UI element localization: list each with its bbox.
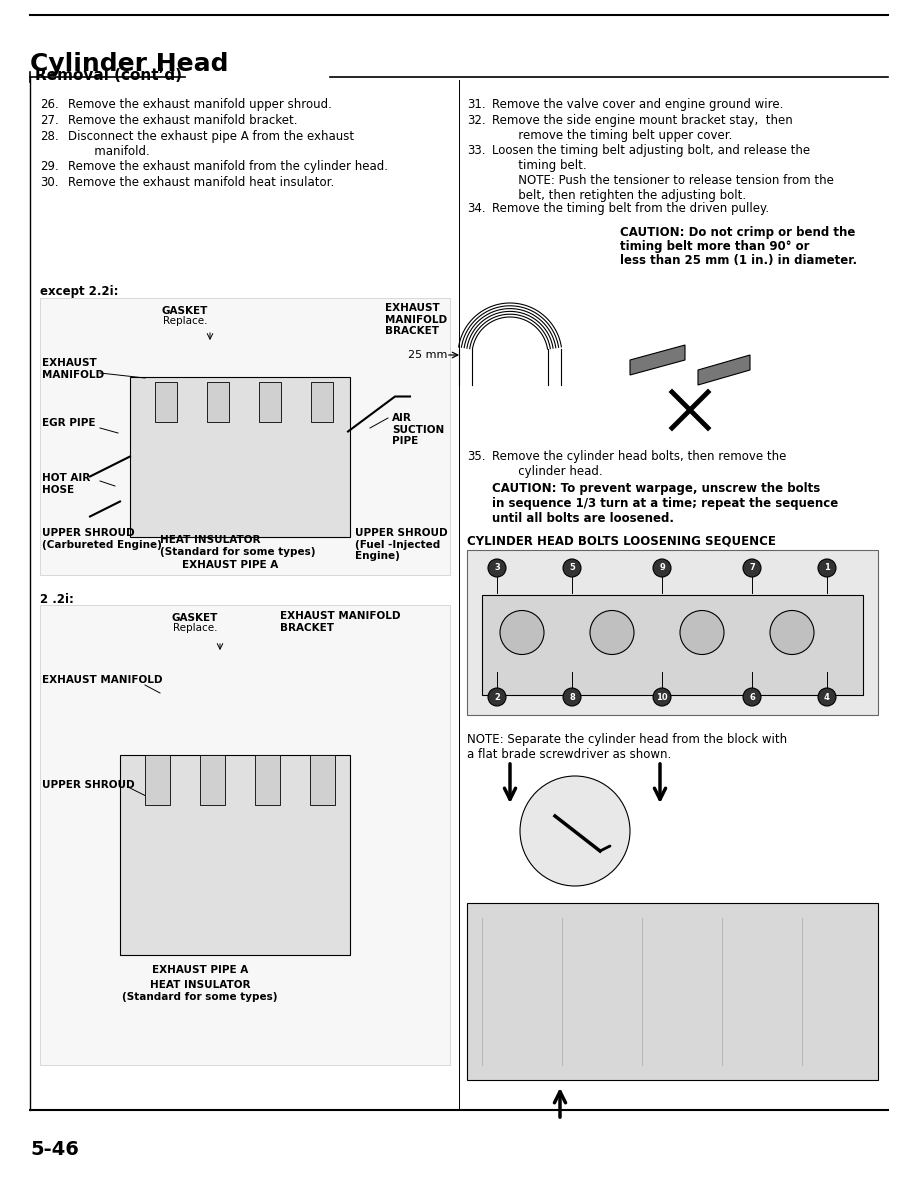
Bar [467, 903, 878, 1080]
Circle shape [488, 560, 506, 577]
Text: 8: 8 [569, 693, 575, 701]
Text: EXHAUST MANIFOLD: EXHAUST MANIFOLD [42, 675, 162, 685]
Text: Replace.: Replace. [173, 623, 218, 633]
Text: 26.: 26. [40, 97, 59, 110]
Circle shape [500, 611, 544, 655]
Text: 33.: 33. [467, 144, 486, 157]
Text: 31.: 31. [467, 97, 486, 110]
Text: except 2.2i:: except 2.2i: [40, 285, 118, 298]
Bar [40, 605, 450, 1064]
Text: GASKET: GASKET [172, 613, 218, 623]
Text: Removal (cont’d): Removal (cont’d) [35, 68, 182, 83]
Circle shape [743, 688, 761, 706]
Text: Remove the cylinder head bolts, then remove the
       cylinder head.: Remove the cylinder head bolts, then rem… [492, 450, 787, 478]
Polygon shape [630, 345, 685, 375]
Text: 10: 10 [656, 693, 667, 701]
Bar [310, 756, 335, 805]
Text: 1: 1 [824, 563, 830, 573]
Text: UPPER SHROUD
(Fuel -Injected
Engine): UPPER SHROUD (Fuel -Injected Engine) [355, 527, 448, 561]
Circle shape [743, 560, 761, 577]
Text: Remove the valve cover and engine ground wire.: Remove the valve cover and engine ground… [492, 97, 783, 110]
Text: 29.: 29. [40, 160, 59, 173]
Circle shape [563, 560, 581, 577]
Text: Cylinder Head: Cylinder Head [30, 52, 229, 76]
Text: 25 mm: 25 mm [408, 350, 447, 360]
Text: CAUTION: Do not crimp or bend the: CAUTION: Do not crimp or bend the [620, 226, 856, 239]
Bar [311, 381, 333, 422]
Text: Remove the exhaust manifold bracket.: Remove the exhaust manifold bracket. [68, 114, 297, 127]
Text: EXHAUST MANIFOLD
BRACKET: EXHAUST MANIFOLD BRACKET [280, 611, 400, 632]
Text: Remove the exhaust manifold upper shroud.: Remove the exhaust manifold upper shroud… [68, 97, 332, 110]
Circle shape [680, 611, 724, 655]
Text: Remove the exhaust manifold heat insulator.: Remove the exhaust manifold heat insulat… [68, 176, 334, 189]
Polygon shape [698, 355, 750, 385]
Bar [259, 381, 281, 422]
Text: CYLINDER HEAD BOLTS LOOSENING SEQUENCE: CYLINDER HEAD BOLTS LOOSENING SEQUENCE [467, 533, 776, 546]
Text: AIR
SUCTION
PIPE: AIR SUCTION PIPE [392, 413, 444, 447]
Text: 5: 5 [569, 563, 575, 573]
Bar [145, 756, 170, 805]
Text: CAUTION: To prevent warpage, unscrew the bolts
in sequence 1/3 turn at a time; r: CAUTION: To prevent warpage, unscrew the… [492, 482, 838, 525]
Text: UPPER SHROUD
(Carbureted Engine): UPPER SHROUD (Carbureted Engine) [42, 527, 162, 550]
Bar [482, 595, 863, 695]
Text: Disconnect the exhaust pipe A from the exhaust
       manifold.: Disconnect the exhaust pipe A from the e… [68, 129, 354, 158]
Circle shape [818, 560, 836, 577]
Circle shape [770, 611, 814, 655]
Text: EXHAUST PIPE A: EXHAUST PIPE A [182, 560, 278, 570]
Circle shape [520, 776, 630, 886]
Bar [467, 550, 878, 715]
Text: UPPER SHROUD: UPPER SHROUD [42, 781, 135, 790]
Circle shape [818, 688, 836, 706]
Text: 32.: 32. [467, 114, 486, 127]
Text: EXHAUST
MANIFOLD
BRACKET: EXHAUST MANIFOLD BRACKET [385, 303, 447, 336]
Text: 4: 4 [824, 693, 830, 701]
Circle shape [563, 688, 581, 706]
Text: 2 .2i:: 2 .2i: [40, 593, 73, 606]
Bar [40, 298, 450, 575]
Text: 2: 2 [494, 693, 500, 701]
Text: EXHAUST PIPE A: EXHAUST PIPE A [151, 965, 248, 975]
Bar [130, 377, 350, 537]
Bar [155, 381, 177, 422]
Text: 30.: 30. [40, 176, 59, 189]
Text: 28.: 28. [40, 129, 59, 143]
Text: Remove the timing belt from the driven pulley.: Remove the timing belt from the driven p… [492, 202, 769, 215]
Text: Loosen the timing belt adjusting bolt, and release the
       timing belt.
     : Loosen the timing belt adjusting bolt, a… [492, 144, 834, 202]
Text: HOT AIR
HOSE: HOT AIR HOSE [42, 473, 90, 494]
Circle shape [488, 688, 506, 706]
Text: 27.: 27. [40, 114, 59, 127]
Text: Replace.: Replace. [162, 316, 207, 326]
Text: HEAT INSULATOR
(Standard for some types): HEAT INSULATOR (Standard for some types) [122, 980, 278, 1001]
Bar [207, 381, 229, 422]
Text: HEAT INSULATOR
(Standard for some types): HEAT INSULATOR (Standard for some types) [160, 535, 316, 557]
Text: 5-46: 5-46 [30, 1140, 79, 1159]
Text: Remove the side engine mount bracket stay,  then
       remove the timing belt u: Remove the side engine mount bracket sta… [492, 114, 793, 143]
Text: 9: 9 [659, 563, 665, 573]
Text: 6: 6 [749, 693, 755, 701]
Text: NOTE: Separate the cylinder head from the block with
a flat brade screwdriver as: NOTE: Separate the cylinder head from th… [467, 733, 787, 762]
Circle shape [590, 611, 634, 655]
Text: EGR PIPE: EGR PIPE [42, 418, 95, 428]
Text: GASKET: GASKET [162, 307, 208, 316]
Text: EXHAUST
MANIFOLD: EXHAUST MANIFOLD [42, 358, 104, 380]
Text: Remove the exhaust manifold from the cylinder head.: Remove the exhaust manifold from the cyl… [68, 160, 388, 173]
Circle shape [653, 560, 671, 577]
Text: 3: 3 [494, 563, 500, 573]
Text: 34.: 34. [467, 202, 486, 215]
Text: 7: 7 [749, 563, 755, 573]
Circle shape [653, 688, 671, 706]
Bar [120, 756, 350, 955]
Text: 35.: 35. [467, 450, 486, 463]
Text: less than 25 mm (1 in.) in diameter.: less than 25 mm (1 in.) in diameter. [620, 254, 857, 267]
Bar [200, 756, 225, 805]
Text: timing belt more than 90° or: timing belt more than 90° or [620, 240, 810, 253]
Bar [255, 756, 280, 805]
